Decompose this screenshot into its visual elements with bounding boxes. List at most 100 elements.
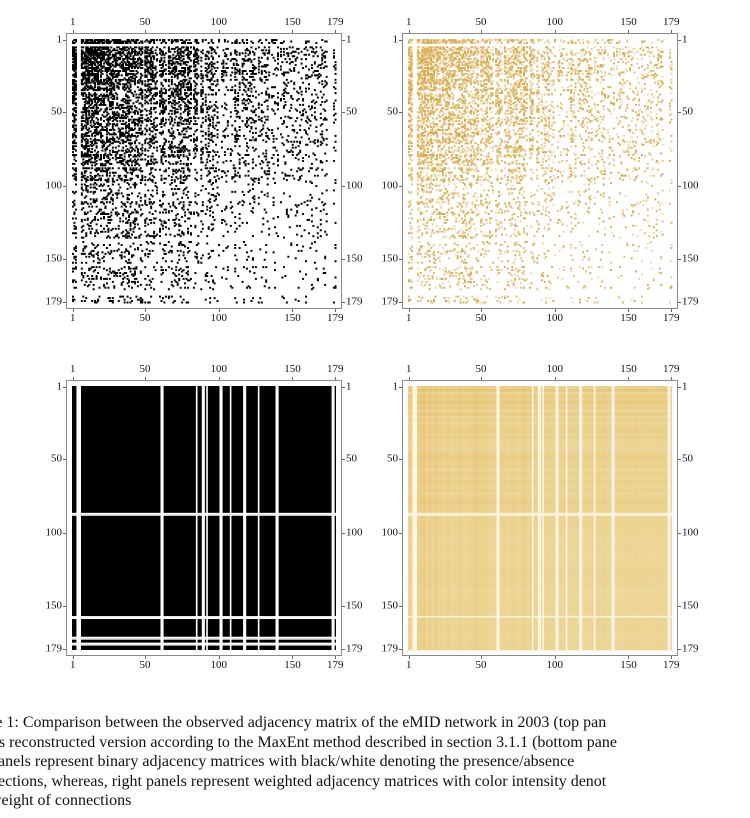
axis-tick-label: 150 [284, 363, 301, 375]
axis-tick-label: 100 [546, 659, 563, 671]
axis-tick-mark [342, 532, 345, 534]
axis-tick-mark [342, 649, 345, 651]
axis-tick-mark [481, 377, 482, 380]
axis-tick-mark [342, 39, 345, 41]
axis-tick-mark [399, 649, 402, 651]
axis-tick-mark [72, 309, 74, 312]
axis-tick-mark [399, 459, 402, 460]
axis-tick-mark [63, 39, 66, 41]
axis-tick-mark [342, 606, 345, 608]
matrix-intensity [408, 386, 674, 652]
axis-tick-mark [63, 649, 66, 651]
axis-tick-mark [63, 185, 66, 187]
axis-tick-label: 100 [210, 659, 227, 671]
axis-tick-mark [342, 185, 345, 187]
axis-tick-label: 150 [284, 16, 301, 28]
axis-tick-label: 50 [51, 105, 62, 118]
axis-tick-label: 100 [346, 526, 363, 539]
axis-tick-label: 100 [210, 312, 227, 324]
axis-tick-mark [292, 30, 294, 33]
axis-tick-label: 50 [346, 105, 357, 118]
axis-tick-mark [554, 309, 556, 312]
axis-tick-label: 50 [139, 659, 151, 671]
axis-tick-mark [408, 309, 410, 312]
axis-tick-label: 150 [620, 16, 637, 28]
axis-tick-mark [481, 656, 482, 659]
binary-observed-matrix-panel [66, 33, 342, 309]
axis-tick-mark [63, 386, 66, 388]
axis-tick-mark [218, 30, 220, 33]
axis-tick-label: 150 [346, 252, 363, 265]
axis-tick-mark [678, 185, 681, 187]
axis-tick-label: 150 [620, 312, 637, 324]
axis-tick-label: 1 [69, 312, 76, 324]
axis-tick-label: 100 [682, 526, 699, 539]
caption-line: nections, whereas, right panels represen… [0, 772, 607, 790]
axis-tick-label: 50 [682, 105, 693, 118]
axis-tick-label: 50 [682, 452, 693, 465]
caption-line: re 1: Comparison between the observed ad… [0, 714, 607, 731]
axis-tick-mark [218, 377, 220, 380]
axis-tick-label: 150 [381, 599, 399, 612]
axis-tick-label: 1 [346, 33, 352, 46]
axis-tick-label: 1 [405, 363, 412, 375]
axis-tick-label: 100 [45, 526, 63, 539]
weighted-observed-matrix-panel [402, 33, 678, 309]
axis-tick-label: 1 [346, 380, 352, 393]
axis-tick-label: 179 [663, 312, 680, 324]
axis-tick-label: 1 [682, 33, 688, 46]
axis-tick-mark [628, 30, 630, 33]
axis-tick-mark [678, 459, 681, 460]
axis-tick-mark [63, 302, 66, 304]
axis-tick-mark [554, 656, 556, 659]
caption-line: weight of connections [0, 792, 132, 809]
axis-tick-label: 150 [45, 252, 63, 265]
axis-tick-mark [678, 259, 681, 261]
axis-tick-mark [678, 649, 681, 651]
axis-tick-label: 1 [392, 33, 399, 46]
axis-tick-label: 1 [69, 363, 76, 375]
axis-tick-mark [399, 302, 402, 304]
axis-tick-mark [678, 386, 681, 388]
axis-tick-label: 50 [387, 105, 398, 118]
axis-tick-label: 179 [381, 295, 399, 308]
axis-tick-label: 100 [210, 16, 227, 28]
axis-tick-label: 150 [620, 659, 637, 671]
axis-tick-label: 150 [284, 312, 301, 324]
axis-tick-mark [335, 30, 337, 33]
axis-tick-mark [408, 30, 410, 33]
matrix-svg [408, 386, 674, 652]
axis-tick-mark [481, 30, 482, 33]
axis-tick-label: 100 [546, 16, 563, 28]
axis-tick-mark [678, 112, 681, 113]
axis-tick-label: 150 [284, 659, 301, 671]
binary-reconstructed-matrix-panel [66, 380, 342, 656]
axis-tick-label: 1 [405, 659, 412, 671]
axis-tick-label: 150 [381, 252, 399, 265]
axis-tick-mark [342, 386, 345, 388]
axis-tick-label: 50 [475, 312, 487, 324]
axis-tick-label: 179 [327, 16, 344, 28]
axis-tick-mark [628, 656, 630, 659]
axis-tick-mark [63, 259, 66, 261]
axis-tick-mark [145, 377, 146, 380]
axis-tick-mark [671, 309, 673, 312]
axis-tick-label: 50 [139, 312, 151, 324]
axis-tick-label: 179 [346, 642, 363, 655]
axis-tick-label: 50 [475, 16, 487, 28]
axis-tick-mark [218, 309, 220, 312]
axis-tick-label: 179 [663, 363, 680, 375]
axis-tick-mark [678, 39, 681, 41]
axis-tick-label: 179 [346, 295, 363, 308]
axis-tick-label: 100 [346, 179, 363, 192]
axis-tick-mark [218, 656, 220, 659]
axis-tick-mark [342, 259, 345, 261]
axis-tick-label: 150 [346, 599, 363, 612]
axis-tick-mark [292, 309, 294, 312]
axis-tick-mark [671, 656, 673, 659]
axis-tick-label: 1 [56, 380, 63, 393]
axis-tick-mark [628, 377, 630, 380]
axis-tick-mark [335, 377, 337, 380]
axis-tick-mark [72, 656, 74, 659]
axis-tick-mark [399, 259, 402, 261]
